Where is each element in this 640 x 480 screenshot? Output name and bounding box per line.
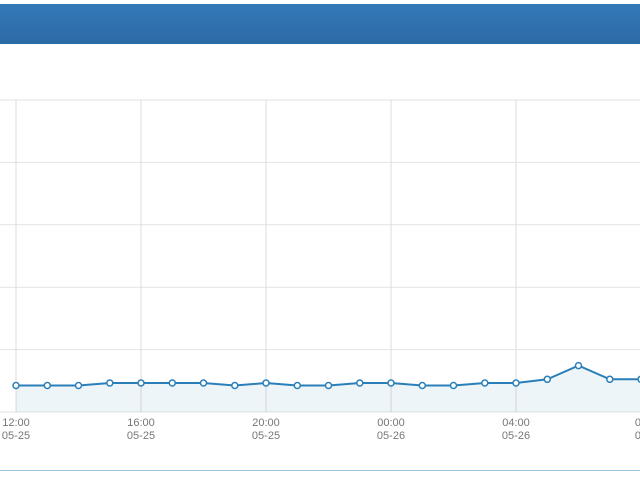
x-tick-label-time: 08	[635, 417, 640, 429]
series-line	[16, 364, 640, 387]
data-point	[293, 381, 302, 390]
data-point	[387, 379, 395, 387]
data-point	[199, 379, 208, 387]
data-point	[106, 379, 114, 387]
x-tick-label-date: 05	[635, 430, 640, 442]
data-point	[43, 381, 52, 390]
data-point	[512, 379, 520, 387]
data-point	[449, 381, 458, 390]
data-point	[356, 379, 364, 387]
x-tick-label-date: 05-25	[252, 430, 280, 442]
x-tick-label-time: 20:00	[252, 417, 280, 429]
data-point	[12, 381, 20, 390]
data-point	[74, 381, 83, 390]
data-point	[137, 379, 145, 387]
x-tick-label-date: 05-26	[377, 430, 405, 442]
x-tick-label-time: 12:00	[2, 417, 30, 429]
x-tick-label-time: 04:00	[502, 417, 530, 429]
x-tick-label-date: 05-25	[127, 430, 155, 442]
data-point	[231, 381, 239, 390]
x-tick-label-time: 16:00	[127, 417, 155, 429]
data-point	[481, 379, 489, 387]
data-point	[324, 381, 333, 390]
data-point	[574, 361, 583, 370]
panel-divider	[0, 470, 640, 471]
x-tick-label-time: 00:00	[377, 417, 405, 429]
x-tick-label-date: 05-25	[2, 430, 30, 442]
data-point	[262, 379, 270, 387]
data-point	[543, 375, 552, 384]
data-point	[418, 381, 427, 390]
data-point	[168, 379, 177, 387]
chart-panel	[0, 44, 640, 480]
x-tick-label-date: 05-26	[502, 430, 530, 442]
data-point	[606, 375, 614, 384]
